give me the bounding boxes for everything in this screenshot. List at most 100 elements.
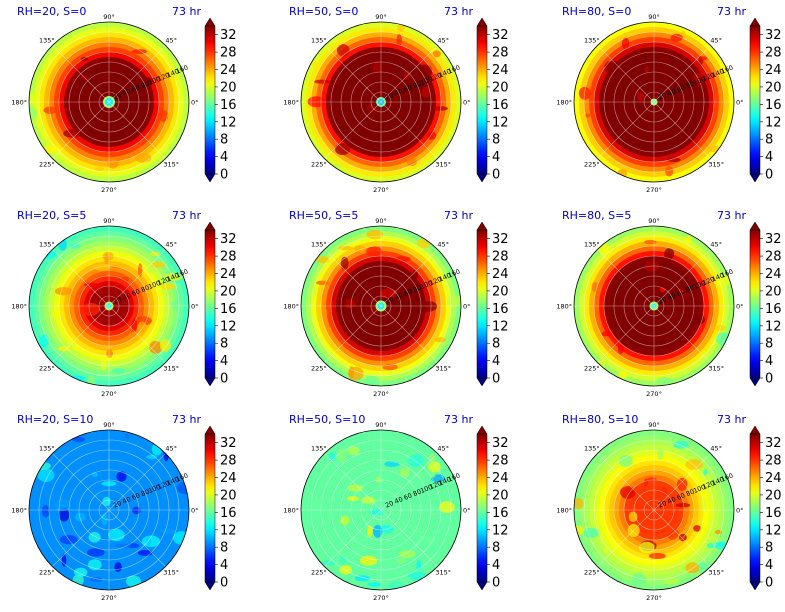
- angular-tick-label: 270°: [373, 594, 389, 602]
- radial-tick-label: 20: [112, 295, 123, 306]
- angular-gridline: [52, 305, 110, 363]
- angular-tick-label: 315°: [163, 161, 179, 169]
- angular-tick-label: 45°: [165, 36, 177, 44]
- colorbar-tick-label: 28: [492, 250, 509, 265]
- radial-tick-label: 40: [121, 495, 132, 506]
- angular-gridline: [108, 305, 166, 363]
- panel-title-right: 73 hr: [717, 209, 746, 222]
- colorbar-tick-label: 12: [220, 319, 237, 334]
- angular-tick-label: 225°: [39, 569, 55, 577]
- angular-gridline: [597, 305, 655, 363]
- colorbar-extend-min: [204, 173, 216, 183]
- colorbar-tick-label: 28: [220, 250, 237, 265]
- angular-gridline: [324, 45, 382, 103]
- angular-tick-label: 135°: [39, 240, 55, 248]
- colorbar-tick-label: 24: [220, 471, 237, 486]
- colorbar-tick-label: 24: [492, 63, 509, 78]
- angular-gridline: [653, 305, 711, 363]
- colorbar-tick-label: 24: [765, 63, 782, 78]
- colorbar-extend-min: [749, 377, 761, 387]
- angular-tick-label: 225°: [311, 365, 327, 373]
- colorbar-tick-label: 12: [220, 115, 237, 130]
- angular-gridline: [653, 45, 711, 103]
- angular-tick-label: 45°: [437, 240, 449, 248]
- colorbar-tick-label: 32: [492, 436, 509, 451]
- radial-tick-label: 80: [412, 488, 423, 499]
- angular-tick-label: 90°: [648, 217, 660, 225]
- polar-panel: 0°45°90°135°180°225°270°315°204060801001…: [556, 5, 781, 194]
- angular-tick-label: 315°: [708, 161, 724, 169]
- polar-panel: 0°45°90°135°180°225°270°315°204060801001…: [283, 5, 508, 194]
- colorbar-tick-label: 8: [220, 541, 228, 556]
- angular-tick-label: 270°: [646, 186, 662, 194]
- colorbar-tick-label: 16: [220, 302, 237, 317]
- angular-tick-label: 315°: [708, 569, 724, 577]
- angular-gridline: [380, 453, 438, 511]
- radial-tick-label: 80: [412, 80, 423, 91]
- radial-tick-label: 60: [676, 491, 687, 502]
- angular-tick-label: 315°: [163, 569, 179, 577]
- radial-tick-label: 20: [384, 91, 395, 102]
- angular-gridline: [52, 509, 110, 567]
- colorbar-tick-label: 16: [220, 98, 237, 113]
- angular-tick-label: 90°: [103, 13, 115, 21]
- angular-gridline: [597, 453, 655, 511]
- angular-tick-label: 315°: [163, 365, 179, 373]
- radial-tick-label: 40: [121, 87, 132, 98]
- colorbar-tick-label: 16: [492, 98, 509, 113]
- angular-tick-label: 0°: [191, 99, 198, 107]
- angular-tick-label: 315°: [435, 161, 451, 169]
- colorbar-body: [476, 25, 488, 175]
- colorbar-extend-max: [476, 221, 488, 231]
- colorbar-tick-label: 0: [492, 168, 500, 183]
- radial-tick-label: 60: [131, 287, 142, 298]
- panel-title-right: 73 hr: [444, 209, 473, 222]
- angular-tick-label: 270°: [373, 186, 389, 194]
- colorbar-extend-min: [749, 581, 761, 591]
- angular-gridline: [380, 305, 438, 363]
- colorbar-tick-label: 20: [765, 80, 782, 95]
- colorbar-tick-label: 24: [492, 471, 509, 486]
- colorbar-tick-label: 20: [492, 284, 509, 299]
- angular-tick-label: 225°: [311, 161, 327, 169]
- radial-tick-label: 60: [676, 287, 687, 298]
- colorbar-tick-label: 4: [220, 558, 228, 573]
- colorbar-tick-label: 28: [765, 454, 782, 469]
- angular-tick-label: 0°: [191, 303, 198, 311]
- angular-tick-label: 135°: [584, 36, 600, 44]
- colorbar-tick-label: 12: [765, 319, 782, 334]
- radial-tick-label: 40: [666, 291, 677, 302]
- colorbar-extend-max: [476, 425, 488, 435]
- angular-tick-label: 180°: [556, 507, 572, 515]
- angular-tick-label: 270°: [101, 186, 117, 194]
- angular-gridline: [653, 249, 711, 307]
- polar-panel: 0°45°90°135°180°225°270°315°204060801001…: [11, 5, 236, 194]
- radial-tick-label: 20: [384, 499, 395, 510]
- angular-tick-label: 270°: [101, 390, 117, 398]
- angular-tick-label: 135°: [311, 36, 327, 44]
- colorbar-tick-label: 4: [220, 354, 228, 369]
- angular-tick-label: 90°: [103, 217, 115, 225]
- colorbar-tick-label: 4: [220, 150, 228, 165]
- colorbar-tick-label: 20: [220, 284, 237, 299]
- colorbar-tick-label: 4: [765, 558, 773, 573]
- colorbar-tick-label: 16: [765, 506, 782, 521]
- angular-tick-label: 270°: [101, 594, 117, 602]
- angular-gridline: [653, 509, 711, 567]
- colorbar-tick-label: 0: [765, 576, 773, 591]
- panel-title-right: 73 hr: [444, 413, 473, 426]
- angular-tick-label: 180°: [556, 99, 572, 107]
- colorbar-extend-min: [476, 377, 488, 387]
- radial-tick-label: 80: [412, 284, 423, 295]
- angular-tick-label: 45°: [165, 240, 177, 248]
- angular-gridline: [108, 509, 166, 567]
- colorbar-extend-min: [476, 173, 488, 183]
- colorbar-tick-label: 32: [492, 28, 509, 43]
- colorbar-tick-label: 0: [220, 372, 228, 387]
- angular-tick-label: 90°: [103, 421, 115, 429]
- radial-tick-label: 80: [140, 284, 151, 295]
- colorbar: 0 4 8 12 16 20 24 28 32: [476, 425, 509, 591]
- colorbar: 0 4 8 12 16 20 24 28 32: [476, 17, 509, 183]
- colorbar-extend-max: [476, 17, 488, 27]
